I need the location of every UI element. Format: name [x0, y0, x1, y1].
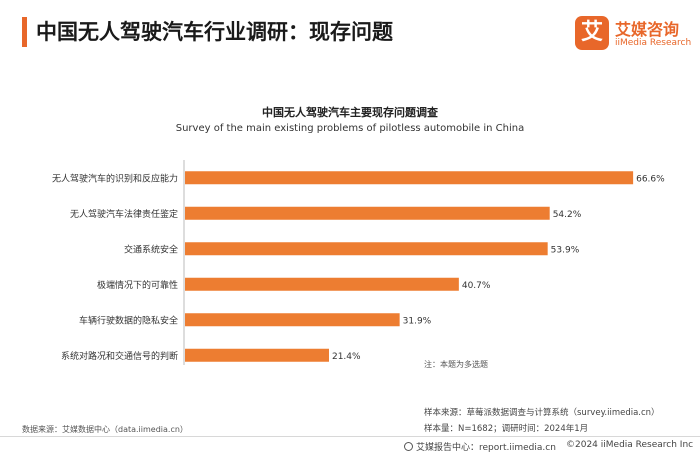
- value-label: 53.9%: [551, 245, 580, 255]
- sample-info: 样本量：N=1682；调研时间：2024年1月: [424, 424, 589, 434]
- bar: [185, 277, 459, 291]
- bar: [185, 206, 550, 220]
- logo: 艾 艾媒咨询 iiMedia Research: [575, 14, 695, 54]
- chart-title: 中国无人驾驶汽车主要现存问题调查: [262, 106, 438, 119]
- multi-choice-note: 注：本题为多选题: [424, 360, 488, 369]
- data-source: 数据来源：艾媒数据中心（data.iimedia.cn）: [22, 425, 188, 434]
- logo-text-cn: 艾媒咨询: [615, 20, 680, 39]
- value-label: 40.7%: [462, 281, 491, 291]
- bar: [185, 348, 329, 362]
- bar: [185, 313, 400, 327]
- page-title: 中国无人驾驶汽车行业调研：现存问题: [36, 20, 393, 44]
- category-label: 无人驾驶汽车法律责任鉴定: [70, 208, 178, 220]
- chart-subtitle: Survey of the main existing problems of …: [175, 123, 525, 134]
- footer-report-center[interactable]: 艾媒报告中心：report.iimedia.cn: [404, 440, 556, 453]
- category-label: 交通系统安全: [124, 243, 178, 255]
- sample-source: 样本来源：草莓派数据调查与计算系统（survey.iimedia.cn）: [424, 408, 660, 418]
- value-label: 54.2%: [553, 210, 582, 220]
- category-label: 系统对路况和交通信号的判断: [61, 350, 178, 362]
- category-label: 车辆行驶数据的隐私安全: [79, 314, 178, 326]
- footer-divider: [0, 436, 700, 437]
- bar: [185, 171, 634, 185]
- value-label: 21.4%: [332, 352, 361, 362]
- footer-copyright: ©2024 iiMedia Research Inc: [566, 440, 694, 450]
- bar-chart: 无人驾驶汽车的识别和反应能力 66.6% 无人驾驶汽车法律责任鉴定 54.2% 交通系统…: [52, 160, 665, 365]
- bar: [185, 242, 548, 256]
- category-label: 极端情况下的可靠性: [97, 279, 178, 291]
- footer-report-text: 艾媒报告中心：report.iimedia.cn: [416, 443, 556, 453]
- logo-badge-icon: 艾: [575, 16, 609, 50]
- category-label: 无人驾驶汽车的识别和反应能力: [52, 172, 178, 184]
- logo-text-en: iiMedia Research: [615, 38, 692, 48]
- value-label: 66.6%: [636, 174, 665, 184]
- value-label: 31.9%: [403, 316, 432, 326]
- title-accent-bar: [22, 17, 27, 47]
- report-center-icon: [404, 442, 413, 451]
